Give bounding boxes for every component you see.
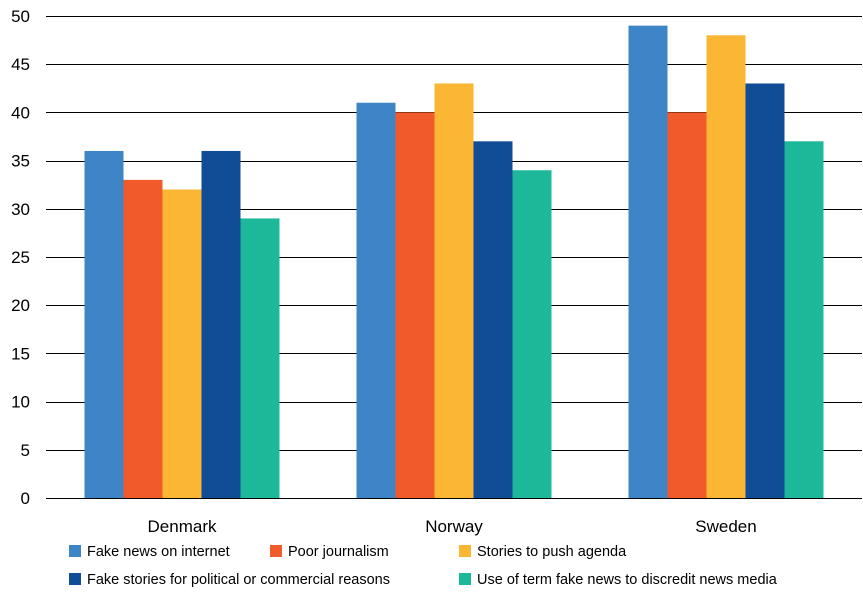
bars [84, 25, 824, 499]
y-tick-label: 30 [11, 200, 30, 219]
x-category-label: Denmark [148, 517, 217, 536]
y-tick-label: 25 [11, 248, 30, 267]
legend-label: Use of term fake news to discredit news … [477, 572, 778, 588]
legend-label: Poor journalism [288, 544, 389, 560]
bar [745, 83, 785, 498]
y-tick-label: 45 [11, 55, 30, 74]
bar [240, 218, 280, 498]
legend-swatch [270, 545, 282, 557]
bar [473, 141, 513, 498]
y-tick-label: 10 [11, 393, 30, 412]
bar [201, 150, 241, 498]
y-axis-ticks: 0 5 10 15 20 25 30 35 40 45 50 [11, 7, 30, 508]
bar [512, 170, 552, 499]
x-axis-categories: Denmark Norway Sweden [148, 517, 757, 536]
bar [706, 35, 746, 498]
bar [356, 102, 396, 498]
x-category-label: Sweden [695, 517, 756, 536]
legend-swatch [459, 573, 471, 585]
legend: Fake news on internet Poor journalism Stor… [69, 544, 778, 588]
legend-label: Fake news on internet [87, 544, 230, 560]
legend-swatch [69, 573, 81, 585]
bar [628, 25, 668, 498]
y-tick-label: 40 [11, 103, 30, 122]
bar [395, 112, 435, 499]
legend-swatch [459, 545, 471, 557]
legend-label: Fake stories for political or commercial… [87, 572, 390, 588]
y-tick-label: 0 [21, 489, 30, 508]
y-tick-label: 35 [11, 152, 30, 171]
bar [123, 179, 163, 498]
bar [667, 112, 707, 499]
legend-swatch [69, 545, 81, 557]
y-tick-label: 5 [21, 441, 30, 460]
bar [162, 189, 202, 498]
bar [84, 150, 124, 498]
y-tick-label: 50 [11, 7, 30, 26]
y-tick-label: 20 [11, 296, 30, 315]
y-tick-label: 15 [11, 344, 30, 363]
x-category-label: Norway [425, 517, 483, 536]
bar [434, 83, 474, 498]
bar [784, 141, 824, 498]
legend-label: Stories to push agenda [477, 544, 627, 560]
